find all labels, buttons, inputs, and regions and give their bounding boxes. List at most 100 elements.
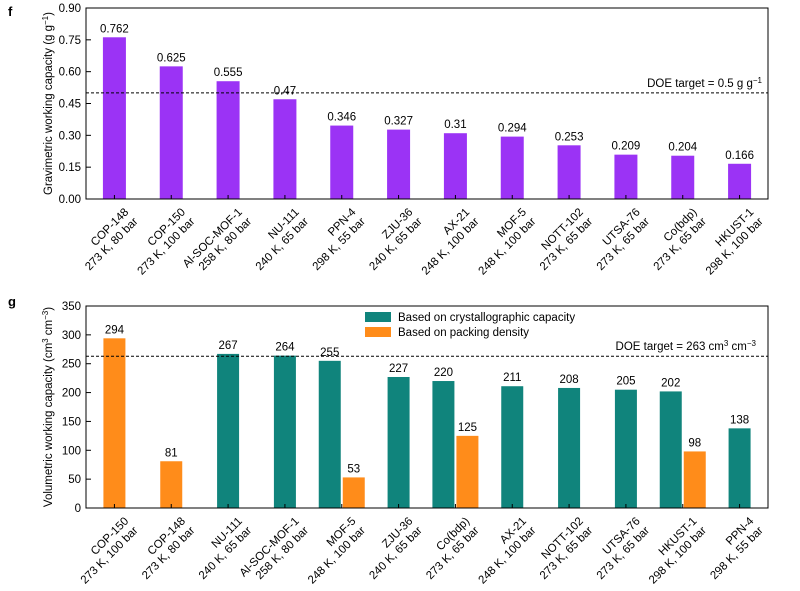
g-bar-crystallographic: [217, 353, 240, 508]
g-x-tick-label: COP-150273 K, 100 bar: [69, 515, 140, 586]
g-y-tick-label: 200: [62, 388, 81, 400]
g-x-tick-label: PPN-4298 K, 55 bar: [699, 515, 766, 582]
panel-label-f: f: [8, 4, 13, 19]
g-y-axis-label: Volumetric working capacity (cm3 cm−3): [41, 307, 56, 507]
f-value-label: 0.31: [444, 119, 466, 131]
f-y-tick-label: 0.45: [59, 99, 81, 111]
panel-label-g: g: [8, 294, 16, 309]
f-x-tick-label: NU-111240 K, 65 bar: [244, 206, 311, 273]
g-bar-crystallographic: [728, 428, 751, 508]
g-x-tick-label: UTSA-76273 K, 65 bar: [585, 515, 652, 582]
g-bar-packing: [342, 477, 365, 508]
f-y-tick-label: 0.75: [59, 35, 81, 47]
f-x-tick-label: PPN-4298 K, 55 bar: [301, 206, 368, 273]
g-value-label: 125: [458, 422, 477, 434]
g-legend-swatch: [365, 327, 391, 337]
g-value-label: 202: [661, 377, 680, 389]
f-bar: [614, 154, 638, 199]
f-plot-frame: [85, 7, 769, 200]
f-bar: [671, 155, 695, 199]
f-value-label: 0.327: [384, 116, 413, 128]
f-bar: [557, 145, 581, 199]
f-bar: [102, 37, 126, 199]
g-bar-crystallographic: [659, 391, 682, 508]
f-value-label: 0.166: [725, 150, 754, 162]
f-bar: [159, 66, 183, 199]
f-x-tick-label: COP-148273 K, 80 bar: [74, 206, 141, 273]
f-value-label: 0.294: [498, 123, 527, 135]
f-y-tick-label: 0.00: [59, 194, 81, 206]
g-y-tick-label: 250: [62, 359, 81, 371]
f-x-tick-label: Co(bdp)273 K, 65 bar: [642, 206, 709, 273]
f-bar: [216, 81, 240, 199]
f-y-tick-label: 0.15: [59, 162, 81, 174]
g-bar-crystallographic: [387, 376, 410, 508]
f-bar: [443, 133, 467, 199]
g-bar-packing: [683, 451, 706, 508]
g-value-label: 81: [165, 447, 178, 459]
g-doe-target-label: DOE target = 263 cm3 cm−3: [616, 339, 757, 354]
g-y-tick-label: 50: [68, 474, 81, 486]
f-bar: [387, 129, 411, 199]
g-y-tick-label: 150: [62, 416, 81, 428]
g-x-tick-label: Co(bdp)273 K, 65 bar: [415, 515, 482, 582]
g-value-label: 255: [320, 347, 339, 359]
g-legend-label: Based on crystallographic capacity: [398, 312, 575, 324]
g-y-tick-label: 0: [75, 503, 81, 515]
f-y-tick-label: 0.60: [59, 67, 81, 79]
g-value-label: 211: [503, 372, 521, 384]
g-y-tick-label: 300: [62, 330, 81, 342]
g-x-tick-label: MOF-5248 K, 100 bar: [297, 515, 368, 586]
f-x-tick-label: ZJU-36240 K, 65 bar: [358, 206, 425, 273]
f-y-tick-label: 0.30: [59, 130, 81, 142]
g-legend-label: Based on packing density: [398, 327, 529, 339]
f-value-label: 0.555: [214, 67, 243, 79]
f-value-label: 0.47: [274, 85, 296, 97]
f-value-label: 0.346: [327, 112, 356, 124]
g-x-tick-label: HKUST-1298 K, 100 bar: [638, 515, 709, 586]
g-x-tick-label: Al-SOC-MOF-1258 K, 80 bar: [238, 515, 312, 589]
f-y-tick-label: 0.90: [59, 3, 81, 15]
f-x-tick-label: Al-SOC-MOF-1258 K, 80 bar: [181, 206, 255, 280]
chart-g: g Volumetric working capacity (cm3 cm−3)…: [8, 294, 769, 589]
g-y-tick-label: 100: [62, 445, 81, 457]
g-value-label: 227: [389, 363, 408, 375]
f-bar: [500, 136, 524, 199]
f-doe-target-label: DOE target = 0.5 g g−1: [647, 75, 762, 90]
g-value-label: 208: [559, 374, 578, 386]
g-bar-crystallographic: [432, 381, 455, 508]
g-bar-packing: [160, 461, 183, 508]
g-y-tick-label: 350: [62, 301, 81, 313]
f-value-label: 0.762: [100, 23, 129, 35]
f-x-tick-label: AX-21248 K, 100 bar: [410, 206, 481, 277]
g-x-tick-label: COP-148273 K, 80 bar: [131, 515, 198, 582]
f-bar: [273, 99, 297, 199]
chart-f: f Gravimetric working capacity (g g−1) 0…: [8, 3, 769, 280]
g-value-label: 138: [730, 414, 749, 426]
g-value-label: 98: [688, 437, 701, 449]
g-bar-crystallographic: [318, 360, 341, 508]
f-value-label: 0.204: [668, 142, 697, 154]
g-value-label: 53: [347, 463, 360, 475]
g-value-label: 205: [616, 376, 635, 388]
g-x-tick-label: ZJU-36240 K, 65 bar: [358, 515, 425, 582]
g-bar-packing: [456, 435, 479, 508]
f-bar: [330, 125, 354, 199]
g-bar-crystallographic: [501, 386, 524, 508]
g-plot-frame: [85, 305, 769, 509]
f-value-label: 0.253: [555, 131, 584, 143]
g-value-label: 264: [275, 342, 295, 354]
f-x-tick-label: MOF-5248 K, 100 bar: [467, 206, 538, 277]
f-bar: [728, 163, 752, 199]
g-value-label: 294: [105, 324, 125, 336]
f-x-tick-label: UTSA-76273 K, 65 bar: [585, 206, 652, 273]
f-x-tick-label: HKUST-1298 K, 100 bar: [695, 206, 766, 277]
g-bar-crystallographic: [273, 355, 296, 508]
f-value-label: 0.209: [612, 141, 641, 153]
f-x-tick-label: NOTT-102273 K, 65 bar: [529, 206, 596, 273]
g-bar-crystallographic: [558, 387, 581, 508]
g-value-label: 267: [218, 340, 237, 352]
g-x-tick-label: NOTT-102273 K, 65 bar: [529, 515, 596, 582]
g-bar-packing: [103, 338, 126, 508]
